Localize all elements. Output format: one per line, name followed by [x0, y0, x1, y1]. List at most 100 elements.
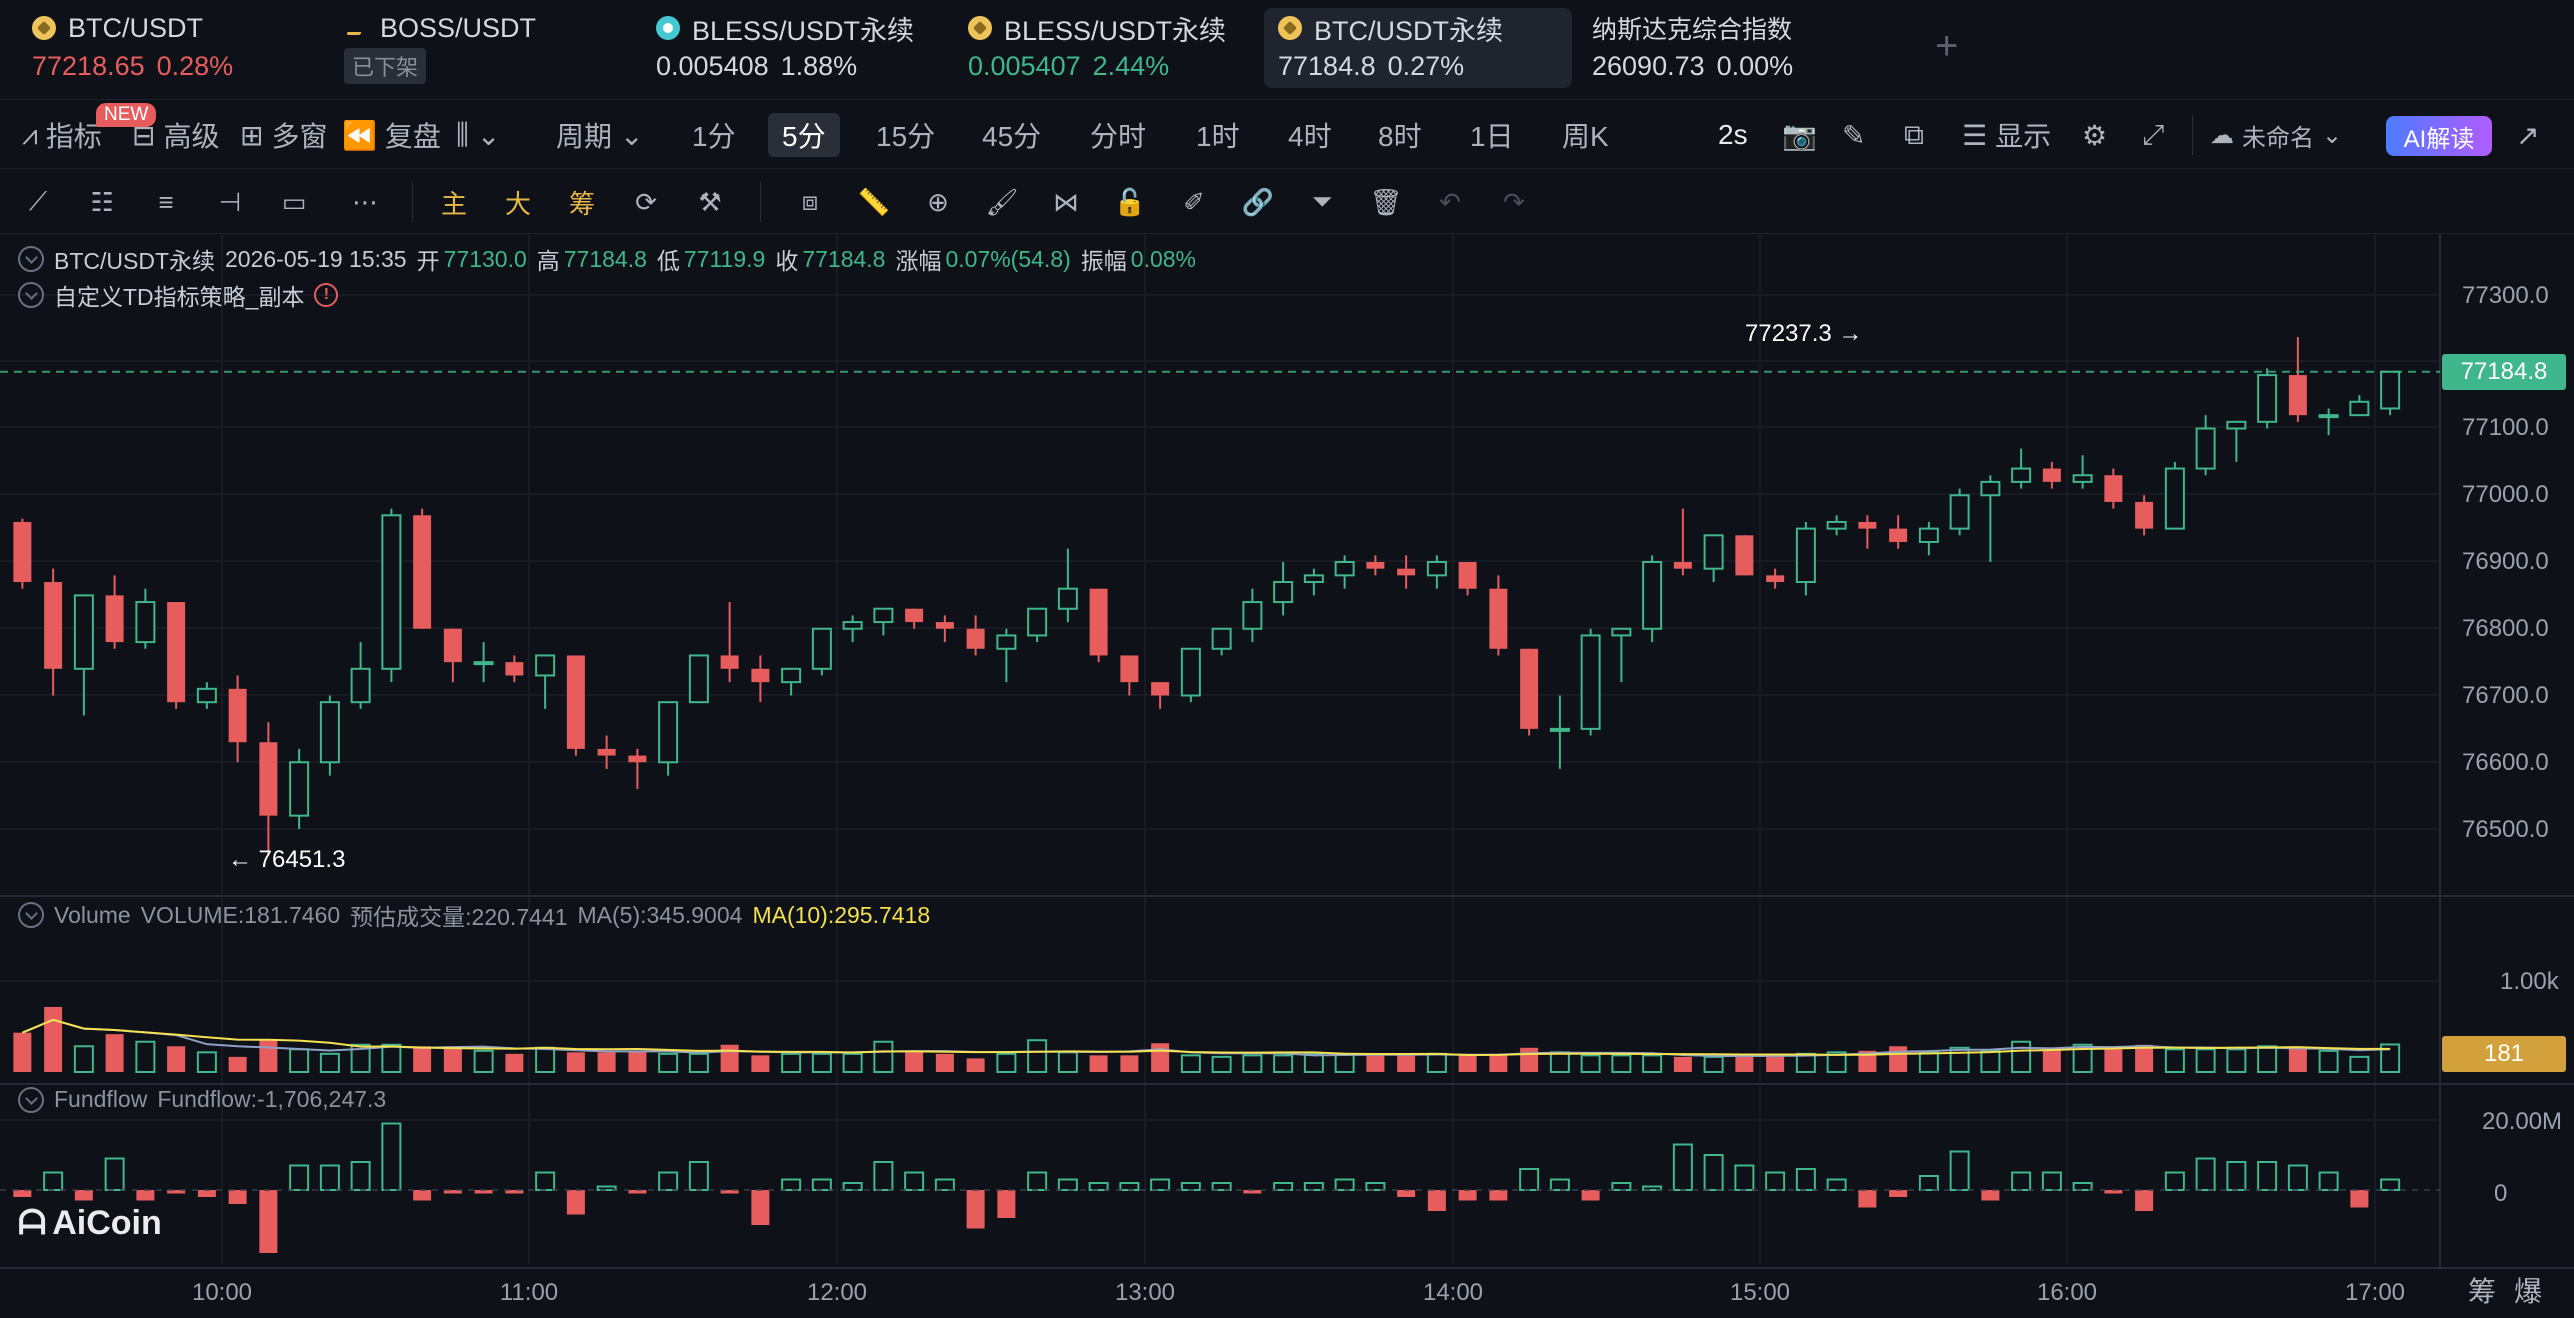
trend-line-icon[interactable]: ⟋ — [28, 186, 48, 216]
fullscreen-icon[interactable]: ⤢ — [2142, 118, 2165, 150]
volume-bar — [1180, 1054, 1201, 1073]
add-tab-button[interactable]: + — [1935, 24, 1959, 68]
chips-distribution-toggle[interactable]: 筹 — [2468, 1276, 2497, 1307]
fundflow-axis-label: 20.00M — [2482, 1108, 2563, 1135]
interval-timeline[interactable]: 分时 — [1090, 121, 1147, 152]
horizontal-lines-icon[interactable]: ≡ — [158, 186, 174, 217]
horizontal-ray-icon[interactable]: ⊣ — [218, 186, 242, 217]
collapse-icon[interactable] — [18, 902, 44, 928]
strategy-name[interactable]: 自定义TD指标策略_副本 — [54, 284, 305, 310]
multi-window-button[interactable]: ⊞ 多窗 — [240, 101, 327, 169]
edit-list-icon[interactable]: ✐ — [1183, 186, 1205, 217]
camera-icon[interactable]: 📷 — [1782, 119, 1817, 151]
link-icon[interactable]: 🔗 — [1241, 186, 1275, 217]
refresh-rate[interactable]: 2s — [1718, 119, 1748, 150]
ticker-tab-nasdaq[interactable]: 纳斯达克综合指数 26090.73 0.00% — [1578, 8, 1807, 88]
candle-body — [1549, 727, 1570, 732]
volume-bar — [1766, 1055, 1785, 1072]
legend-symbol: BTC/USDT永续 — [54, 248, 215, 274]
display-button[interactable]: ☰ 显示 — [1962, 101, 2051, 169]
fundflow-bar — [1119, 1182, 1140, 1191]
undo-icon[interactable]: ↶ — [1439, 186, 1461, 217]
rectangle-icon[interactable]: ▭ — [281, 186, 307, 217]
candle-body — [1642, 561, 1663, 630]
ruler-icon[interactable]: 📏 — [857, 186, 891, 217]
ticker-tab-btc-usdt-perp[interactable]: BTC/USDT永续 77184.8 0.27% — [1264, 8, 1572, 88]
candle-body — [1120, 655, 1139, 683]
layout-dropdown[interactable]: ☁ 未命名 ⌄ — [2210, 101, 2342, 169]
candle-body — [319, 701, 340, 764]
interval-1d[interactable]: 1日 — [1470, 121, 1514, 152]
trash-icon[interactable]: 🗑 — [1369, 186, 1403, 217]
drawing-toolbar: ⟋ ☷ ≡ ⊣ ▭ ⋯ 主 大 筹 ⟳ ⚒ ⧈ 📏 ⊕ 🖌 ⋈ 🔓 ✐ 🔗 ⏷ … — [0, 170, 2574, 234]
chips-toggle[interactable]: 筹 — [568, 188, 595, 219]
candle-body — [935, 622, 954, 629]
copy-icon[interactable]: ⧉ — [1904, 118, 1924, 150]
chart-canvas[interactable] — [0, 234, 2574, 1318]
interval-45m[interactable]: 45分 — [982, 121, 1042, 152]
ai-interpret-button[interactable]: AI解读 — [2386, 116, 2492, 156]
ticker-price: 0.005407 — [968, 50, 1081, 81]
volume-bar — [1703, 1055, 1724, 1074]
magnet-icon[interactable]: ⋈ — [1053, 186, 1079, 217]
volume-current-tag: 181 — [2442, 1036, 2566, 1072]
candle-body — [1580, 634, 1601, 730]
volume-estimate: 预估成交量:220.7441 — [350, 904, 568, 930]
ticker-tab-bless-usdt-perp[interactable]: BLESS/USDT永续 0.005408 1.88% — [642, 8, 928, 88]
volume-bar — [1949, 1046, 1970, 1074]
interval-8h[interactable]: 8时 — [1378, 121, 1422, 152]
ticker-tab-bless-usdt-perp-2[interactable]: BLESS/USDT永续 0.005407 2.44% — [954, 8, 1240, 88]
zoom-icon[interactable]: ⊕ — [927, 186, 949, 217]
ticker-tab-btc-usdt[interactable]: BTC/USDT 77218.65 0.28% — [18, 8, 247, 88]
candle-body — [505, 662, 524, 676]
settings-icon[interactable]: ⚙ — [2082, 119, 2108, 151]
indicators-button[interactable]: ⩘ 指标 — [22, 101, 102, 169]
candle-body — [1273, 581, 1294, 604]
large-order-toggle[interactable]: 大 — [504, 188, 531, 219]
filter-icon[interactable]: ⏷ — [1311, 186, 1333, 216]
collapse-icon[interactable] — [18, 1086, 44, 1113]
main-chart-toggle[interactable]: 主 — [440, 188, 467, 219]
chevron-down-icon: ⌄ — [476, 119, 501, 151]
interval-4h[interactable]: 4时 — [1288, 121, 1332, 152]
liquidation-toggle[interactable]: 爆 — [2514, 1276, 2543, 1307]
redo-icon[interactable]: ↷ — [1503, 186, 1525, 217]
brush-icon[interactable]: 🖌 — [985, 186, 1019, 217]
candle-body — [2318, 414, 2339, 419]
warning-icon[interactable]: ! — [314, 283, 339, 307]
volume-bar — [720, 1044, 739, 1072]
interval-1w[interactable]: 周K — [1562, 121, 1609, 152]
time-axis-label: 10:00 — [191, 1279, 253, 1306]
tools-icon[interactable]: ⚒ — [698, 186, 722, 217]
time-axis-label: 14:00 — [1422, 1279, 1484, 1306]
volume-value: VOLUME:181.7460 — [140, 901, 341, 928]
fundflow-bar — [2104, 1190, 2123, 1194]
interval-1h[interactable]: 1时 — [1196, 121, 1240, 152]
fundflow-bar — [1211, 1182, 1232, 1191]
period-dropdown[interactable]: 周期 ⌄ — [556, 101, 643, 169]
share-icon[interactable]: ↗ — [2516, 119, 2540, 151]
pen-icon[interactable]: ✎ — [1842, 119, 1866, 151]
interval-15m[interactable]: 15分 — [876, 121, 936, 152]
volume-bar — [628, 1050, 647, 1072]
replay-button[interactable]: ⏪ 复盘 — [342, 101, 441, 169]
volume-ma10: MA(10):295.7418 — [752, 901, 931, 928]
lock-icon[interactable]: 🔓 — [1113, 186, 1147, 217]
interval-1m[interactable]: 1分 — [692, 121, 736, 152]
candle-body — [1303, 574, 1324, 584]
ticker-tab-boss-usdt[interactable]: BOSS/USDT 已下架 — [330, 8, 550, 88]
interval-5m[interactable]: 5分 — [768, 113, 840, 157]
ticker-price: 0.005408 — [656, 50, 769, 81]
chart-area[interactable]: BTC/USDT永续 2026-05-19 15:35 开 77130.0 高 77… — [0, 234, 2574, 1318]
fundflow-bar — [751, 1190, 770, 1225]
volume-bar — [2288, 1047, 2307, 1072]
advanced-button[interactable]: ⊟ 高级 — [132, 101, 219, 169]
collapse-icon[interactable] — [18, 246, 44, 272]
volume-bar — [1426, 1052, 1447, 1074]
more-tools-icon[interactable]: ⋯ — [352, 186, 378, 217]
sync-icon[interactable]: ⟳ — [635, 186, 657, 217]
bubble-icon[interactable]: ⧈ — [801, 186, 819, 216]
parallel-lines-icon[interactable]: ☷ — [90, 186, 114, 217]
collapse-icon[interactable] — [18, 282, 44, 308]
chart-type-dropdown[interactable]: ⫼ ⌄ — [456, 101, 500, 169]
